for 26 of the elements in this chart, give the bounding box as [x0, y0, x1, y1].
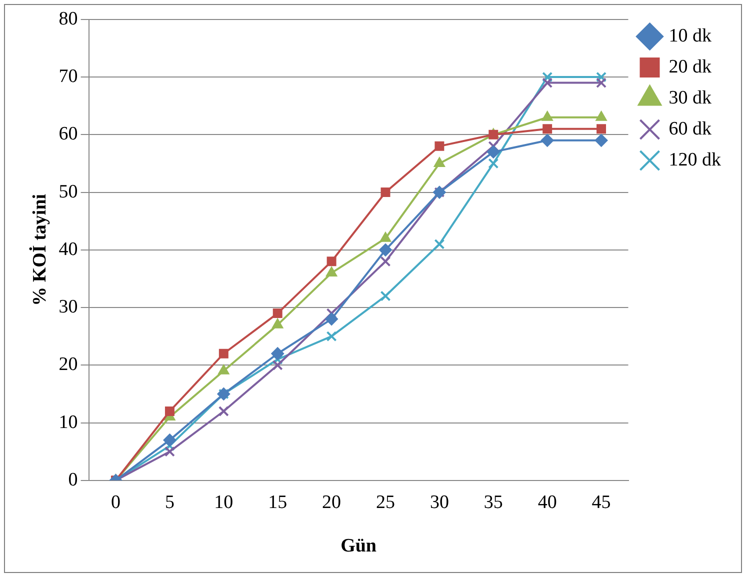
x-tick-label: 45 [592, 492, 611, 513]
x-axis-title: Gün [340, 536, 377, 557]
x-tick-label: 20 [322, 492, 342, 513]
legend-label: 30 dk [668, 87, 712, 108]
y-tick-label: 30 [58, 296, 78, 318]
legend-label: 10 dk [668, 25, 712, 46]
x-tick-label: 5 [164, 492, 174, 513]
x-tick-label: 15 [268, 492, 288, 513]
y-tick-label: 50 [58, 181, 78, 202]
legend-label: 60 dk [668, 118, 712, 140]
x-tick-label: 25 [376, 492, 395, 513]
x-tick-label: 0 [111, 492, 121, 513]
x-tick-label: 35 [484, 492, 503, 513]
x-tick-label: 10 [214, 492, 234, 513]
y-tick-label: 60 [58, 124, 78, 145]
y-tick-label: 10 [58, 412, 78, 433]
y-tick-label: 0 [68, 469, 78, 490]
legend-label: 120 dk [668, 149, 722, 170]
y-tick-label: 80 [58, 8, 78, 30]
x-tick-label: 30 [430, 492, 449, 513]
legend-label: 20 dk [668, 56, 712, 78]
y-axis-title: % KOİ tayini [28, 194, 50, 306]
x-tick-label: 40 [538, 492, 557, 513]
y-tick-label: 40 [58, 238, 78, 260]
y-tick-label: 70 [58, 66, 78, 88]
y-tick-label: 20 [58, 354, 78, 376]
